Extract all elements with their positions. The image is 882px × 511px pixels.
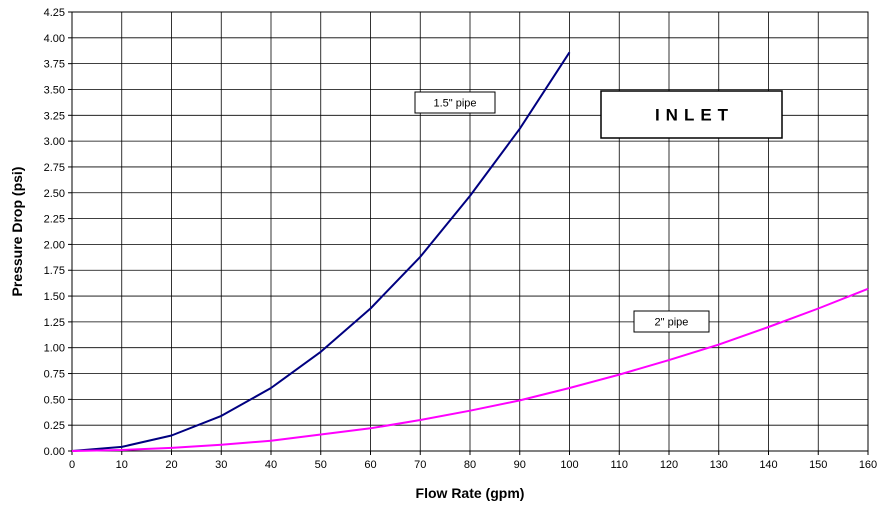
x-tick-label: 160 [859,459,877,471]
series-lines [71,51,869,452]
series-label-2-inch-pipe: 2" pipe [633,310,710,333]
y-tick-label: 1.50 [44,291,65,303]
x-tick-label: 20 [165,459,177,471]
series-line-1-5-inch-pipe [71,51,571,452]
grid-lines [71,11,869,452]
y-tick-label: 2.00 [44,239,65,251]
x-tick-label: 70 [414,459,426,471]
x-tick-label: 100 [560,459,578,471]
y-tick-label: 2.25 [44,214,65,226]
x-axis-title: Flow Rate (gpm) [416,485,525,501]
y-tick-label: 3.50 [44,84,65,96]
series-label-1-5-inch-pipe: 1.5" pipe [414,91,496,114]
x-tick-label: 150 [809,459,827,471]
x-tick-label: 10 [116,459,128,471]
y-tick-label: 3.75 [44,59,65,71]
inlet-label: INLET [600,90,783,139]
x-tick-label: 50 [315,459,327,471]
series-label-box [414,91,496,114]
x-tick-label: 120 [660,459,678,471]
y-tick-label: 1.00 [44,343,65,355]
y-tick-label: 3.25 [44,110,65,122]
y-tick-label: 0.50 [44,394,65,406]
inlet-label-text: INLET [655,106,734,125]
series-label-text: 1.5" pipe [433,98,476,110]
x-tick-label: 30 [215,459,227,471]
series-label-text: 2" pipe [655,317,689,329]
y-axis-title: Pressure Drop (psi) [9,167,25,297]
y-tick-label: 4.25 [44,7,65,19]
y-tick-label: 3.00 [44,136,65,148]
series-label-box [633,310,710,333]
x-tick-label: 0 [69,459,75,471]
x-axis-ticks: 0 10 20 30 40 50 60 70 80 90 100 110 120 130 140 150 160 [69,451,877,471]
x-tick-label: 140 [759,459,777,471]
x-tick-label: 60 [364,459,376,471]
x-tick-label: 90 [514,459,526,471]
y-tick-label: 0.25 [44,420,65,432]
x-tick-label: 110 [610,459,628,471]
series-line-2-inch-pipe [71,287,869,452]
y-axis-ticks: 0.00 0.25 0.50 0.75 1.00 1.25 1.50 1.75 2.00 2.25… [44,7,72,458]
inlet-label-box [600,90,783,139]
x-tick-label: 130 [710,459,728,471]
y-tick-label: 1.75 [44,265,65,277]
y-tick-label: 2.50 [44,188,65,200]
y-tick-label: 2.75 [44,162,65,174]
y-tick-label: 1.25 [44,317,65,329]
y-tick-label: 0.00 [44,446,65,458]
y-tick-label: 4.00 [44,33,65,45]
x-tick-label: 80 [464,459,476,471]
x-tick-label: 40 [265,459,277,471]
y-tick-label: 0.75 [44,369,65,381]
